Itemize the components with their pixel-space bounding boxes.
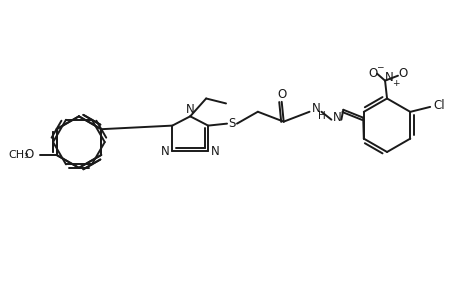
Text: O: O <box>276 88 285 101</box>
Text: O: O <box>397 67 407 80</box>
Text: O: O <box>368 67 377 80</box>
Text: N: N <box>384 71 392 84</box>
Text: Cl: Cl <box>432 99 444 112</box>
Text: N: N <box>185 103 194 116</box>
Text: N: N <box>332 111 341 124</box>
Text: S: S <box>228 117 235 130</box>
Text: +: + <box>392 79 399 88</box>
Text: N: N <box>161 145 169 158</box>
Text: CH₃: CH₃ <box>8 150 29 160</box>
Text: H: H <box>317 111 325 121</box>
Text: N: N <box>312 102 320 115</box>
Text: N: N <box>210 145 219 158</box>
Text: O: O <box>24 148 34 161</box>
Text: −: − <box>375 62 383 71</box>
